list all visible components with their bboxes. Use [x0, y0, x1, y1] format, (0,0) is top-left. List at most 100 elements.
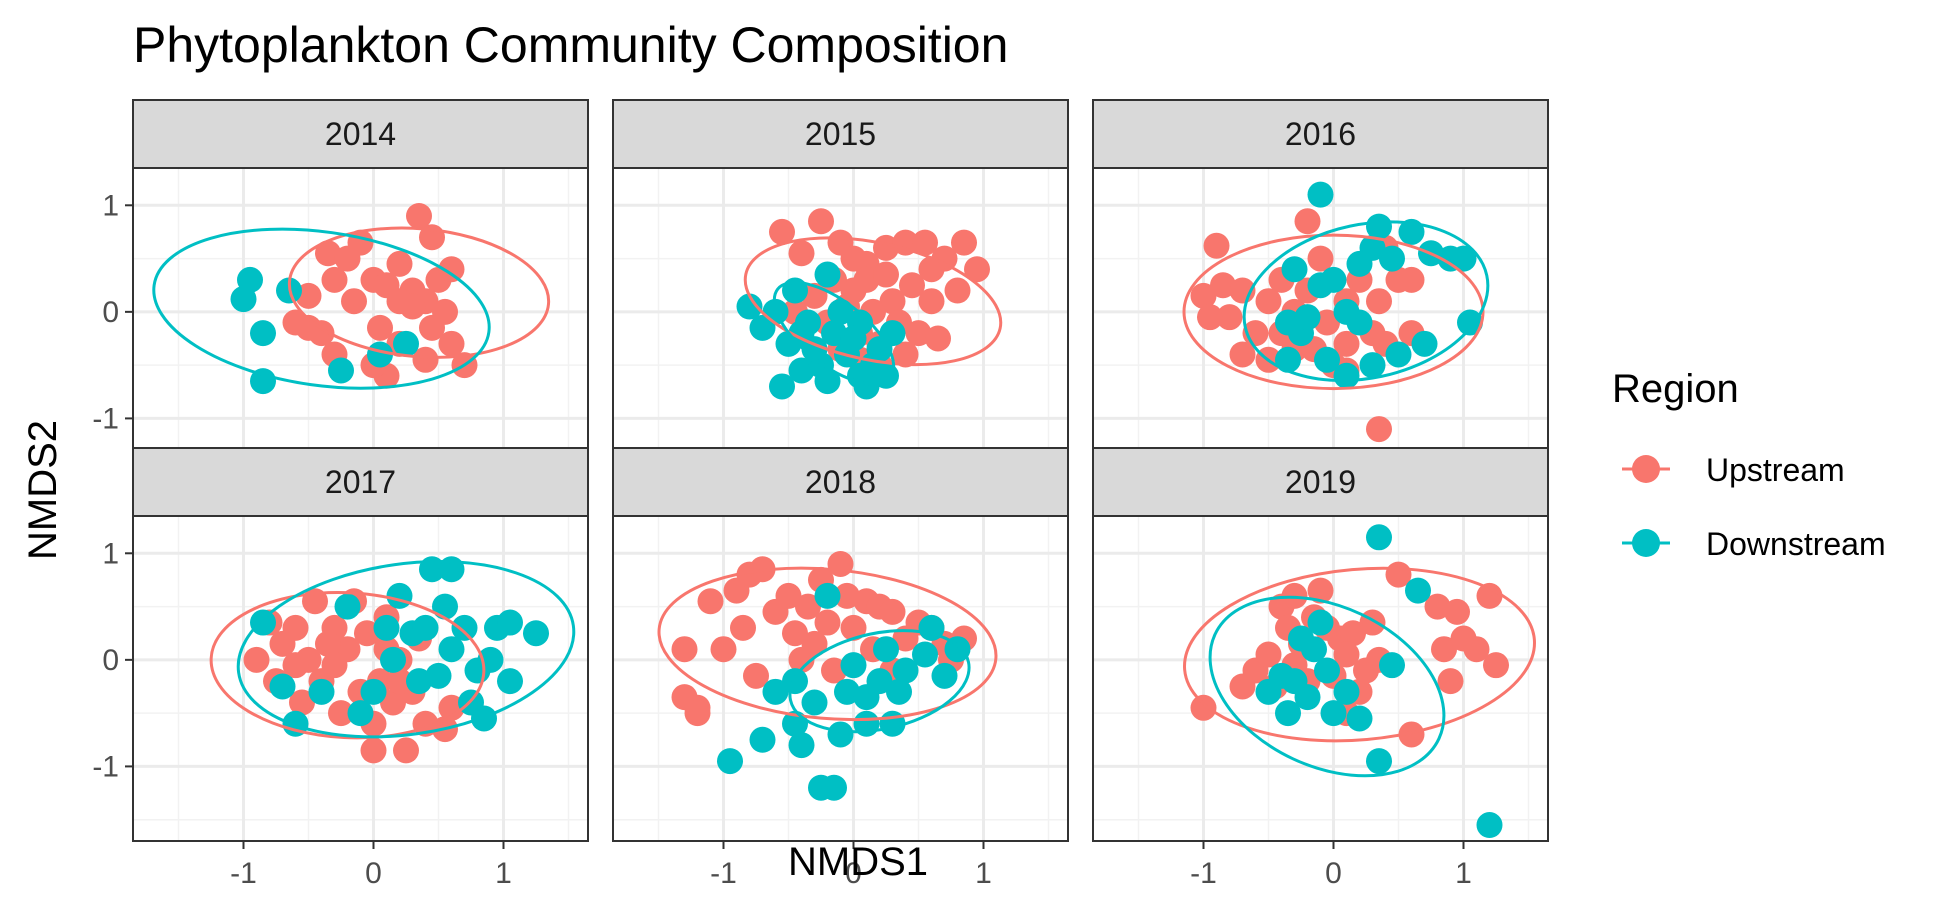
data-point-downstream [1359, 352, 1386, 379]
facet-panel-2019: 2019 -1 0 1 [1092, 447, 1549, 890]
data-point-downstream [827, 721, 854, 748]
data-point-downstream [717, 748, 743, 775]
data-point-upstream [438, 694, 465, 721]
data-point-downstream [788, 357, 815, 384]
data-point-downstream [1366, 213, 1392, 240]
x-tick-label: 0 [1325, 857, 1342, 890]
data-point-upstream [951, 229, 977, 256]
data-point-downstream [1294, 304, 1321, 331]
x-tick-label: -1 [1190, 857, 1217, 890]
facet-strip [132, 447, 589, 517]
data-point-upstream [840, 614, 867, 641]
data-point-upstream [1255, 288, 1282, 315]
x-tick-label: -1 [710, 857, 737, 890]
panel-data [736, 208, 1003, 400]
data-point-downstream [425, 662, 452, 689]
facet-panel-2018: 2018 -1 0 1 [612, 447, 1069, 890]
panel-border [1092, 515, 1549, 842]
data-point-downstream [250, 368, 276, 395]
x-tick-label: -1 [230, 857, 257, 890]
panel-data [1183, 524, 1536, 839]
data-point-downstream [1281, 256, 1308, 283]
confidence-ellipse-upstream [1183, 566, 1536, 743]
data-point-downstream [432, 593, 458, 620]
data-point-upstream [853, 266, 880, 293]
data-point-downstream [1333, 678, 1360, 705]
data-point-upstream [1483, 652, 1509, 679]
data-point-downstream [250, 320, 276, 347]
data-point-upstream [795, 593, 821, 620]
confidence-ellipse-upstream [743, 236, 1003, 367]
data-point-downstream [1281, 668, 1308, 695]
data-point-upstream [912, 229, 938, 256]
data-point-upstream [282, 652, 309, 679]
data-point-upstream [1197, 304, 1223, 331]
data-point-upstream [1366, 288, 1392, 315]
facet-panel-2015: 2015 [612, 99, 1069, 494]
data-point-upstream [295, 282, 322, 309]
panel-border [132, 515, 589, 842]
data-point-downstream [749, 726, 776, 753]
confidence-ellipse-upstream [1182, 233, 1485, 391]
data-point-upstream [671, 636, 698, 663]
data-point-upstream [1359, 609, 1386, 636]
data-point-downstream [1366, 748, 1392, 775]
x-tick-label: 0 [845, 857, 862, 890]
data-point-upstream [743, 662, 769, 689]
data-point-upstream [1216, 304, 1243, 331]
data-point-upstream [1229, 341, 1256, 368]
data-point-upstream [386, 250, 413, 277]
data-point-upstream [341, 288, 367, 315]
confidence-ellipse-downstream [152, 227, 491, 390]
x-tick-label: 0 [365, 857, 382, 890]
data-point-downstream [931, 662, 958, 689]
facet-strip-label: 2016 [1285, 116, 1356, 152]
y-tick-label: 0 [102, 296, 119, 329]
data-point-upstream [918, 256, 945, 283]
data-point-upstream [282, 614, 309, 641]
data-point-upstream [834, 582, 860, 609]
data-point-upstream [419, 314, 445, 341]
data-point-upstream [1333, 641, 1360, 668]
data-point-upstream [1190, 694, 1217, 721]
data-point-downstream [1476, 812, 1503, 839]
data-point-upstream [684, 700, 711, 727]
data-point-upstream [1307, 577, 1334, 604]
data-point-upstream [380, 689, 406, 716]
legend-entry-downstream: Downstream [1622, 526, 1886, 562]
x-tick-label: 1 [975, 857, 992, 890]
data-point-downstream [328, 357, 354, 384]
data-point-upstream [879, 288, 906, 315]
data-point-upstream [1431, 636, 1457, 663]
data-point-downstream [1307, 181, 1334, 208]
data-point-upstream [386, 668, 413, 695]
data-point-downstream [873, 636, 899, 663]
data-point-downstream [912, 641, 938, 668]
data-point-upstream [769, 218, 795, 245]
data-point-upstream [315, 240, 341, 267]
data-point-upstream [697, 588, 724, 615]
facet-panel-2014: 2014 1 0 -1 [92, 99, 589, 494]
data-point-downstream [788, 732, 815, 759]
data-point-downstream [834, 678, 860, 705]
data-point-downstream [1314, 657, 1340, 684]
data-point-downstream [886, 678, 912, 705]
data-point-downstream [1366, 524, 1392, 551]
data-point-upstream [964, 256, 990, 283]
data-point-downstream [814, 582, 841, 609]
data-point-upstream [438, 256, 465, 283]
data-point-upstream [1424, 593, 1451, 620]
data-point-downstream [438, 636, 465, 663]
data-point-upstream [827, 550, 854, 577]
data-point-downstream [827, 298, 854, 325]
data-point-upstream [1294, 208, 1321, 235]
data-point-upstream [438, 330, 465, 357]
data-point-downstream [840, 652, 867, 679]
data-point-upstream [925, 325, 951, 352]
data-point-downstream [347, 700, 374, 727]
data-point-upstream [918, 288, 945, 315]
data-point-downstream [821, 774, 847, 801]
data-point-upstream [873, 261, 899, 288]
